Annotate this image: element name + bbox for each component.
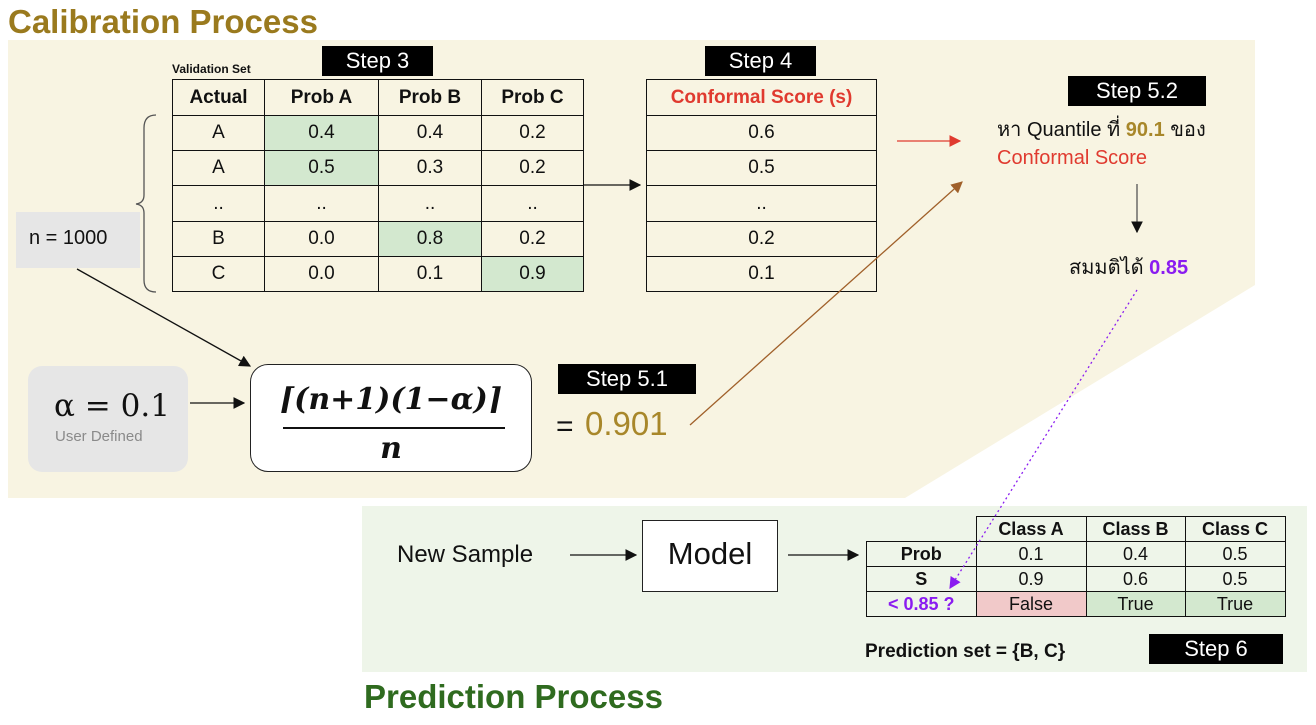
table-cell: .. [172, 185, 265, 222]
table-header [866, 516, 977, 542]
n-label-box [16, 212, 140, 268]
table-cell: True [1184, 591, 1286, 617]
formula-numerator: ⌈(n+1)(1−α)⌉ [279, 382, 503, 417]
table-header: Class B [1085, 516, 1186, 542]
alpha-value: α = 0.1 [54, 388, 170, 424]
quantile-text: หา Quantile ที่ 90.1 ของ Conformal Score [997, 116, 1206, 172]
table-row: A 0.5 0.3 0.2 [172, 150, 584, 186]
validation-set-label: Validation Set [172, 62, 251, 76]
table-header: Prob A [264, 79, 379, 116]
table-row: B 0.0 0.8 0.2 [172, 221, 584, 257]
table-cell: 0.1 [378, 256, 482, 292]
step6-label: Step 6 [1149, 634, 1283, 664]
table-cell: False [975, 591, 1087, 617]
calibration-title: Calibration Process [8, 3, 318, 40]
table-row-header: < 0.85 ? [866, 591, 977, 617]
table-cell: B [172, 221, 265, 257]
table-cell: 0.3 [378, 150, 482, 186]
model-label: Model [667, 536, 753, 571]
table-cell: 0.9 [975, 566, 1087, 592]
table-cell: True [1085, 591, 1186, 617]
table-cell: 0.1 [646, 256, 877, 292]
quantile-number: 90.1 [1125, 119, 1165, 141]
table-header: Conformal Score (s) [646, 79, 877, 116]
table-cell: .. [481, 185, 584, 222]
table-cell: 0.6 [1085, 566, 1186, 592]
prediction-table: Class A Class B Class C Prob 0.1 0.4 0.5… [866, 516, 1286, 617]
table-row-header: S [866, 566, 977, 592]
prediction-set-label: Prediction set = {B, C} [865, 641, 1066, 662]
table-row: C 0.0 0.1 0.9 [172, 256, 584, 292]
table-cell: C [172, 256, 265, 292]
assume-label: สมมติได้ [1069, 257, 1150, 279]
table-row: 0.2 [646, 221, 877, 257]
table-row: 0.6 [646, 115, 877, 151]
table-header-row: Class A Class B Class C [866, 516, 1286, 542]
assume-value: 0.85 [1149, 257, 1189, 279]
validation-table: Actual Prob A Prob B Prob C A 0.4 0.4 0.… [172, 79, 584, 292]
prediction-title: Prediction Process [364, 678, 663, 715]
table-cell: 0.5 [264, 150, 379, 186]
table-cell: 0.2 [481, 115, 584, 151]
table-cell: .. [378, 185, 482, 222]
conformal-score-table: Conformal Score (s) 0.6 0.5 .. 0.2 0.1 [646, 79, 877, 292]
formula-box [250, 364, 532, 472]
table-cell: 0.2 [481, 150, 584, 186]
table-cell: 0.5 [646, 150, 877, 186]
table-row: Prob 0.1 0.4 0.5 [866, 541, 1286, 567]
table-row: 0.5 [646, 150, 877, 186]
table-cell: A [172, 115, 265, 151]
table-row: < 0.85 ? False True True [866, 591, 1286, 617]
table-cell: 0.4 [264, 115, 379, 151]
step3-label: Step 3 [322, 46, 433, 76]
alpha-caption: User Defined [55, 428, 143, 445]
new-sample-label: New Sample [397, 541, 534, 568]
result-value: 0.901 [585, 405, 668, 442]
assume-text: สมมติได้ 0.85 [1069, 251, 1188, 283]
table-cell: 0.6 [646, 115, 877, 151]
table-cell: 0.4 [378, 115, 482, 151]
quantile-text-a: หา Quantile ที่ [997, 119, 1126, 141]
table-cell: 0.8 [378, 221, 482, 257]
formula-denominator: n [380, 431, 402, 466]
table-cell: 0.5 [1184, 541, 1286, 567]
table-cell: 0.0 [264, 221, 379, 257]
table-cell: 0.5 [1184, 566, 1286, 592]
formula-fraction-line [283, 427, 505, 429]
table-header: Actual [172, 79, 265, 116]
table-row: 0.1 [646, 256, 877, 292]
quantile-text-b: ของ [1164, 119, 1206, 141]
table-header-row: Actual Prob A Prob B Prob C [172, 79, 584, 116]
table-row: S 0.9 0.6 0.5 [866, 566, 1286, 592]
model-box [642, 520, 778, 592]
table-row-header: Prob [866, 541, 977, 567]
table-row: .. [646, 185, 877, 222]
step4-label: Step 4 [705, 46, 816, 76]
step52-label: Step 5.2 [1068, 76, 1206, 106]
table-header: Class A [975, 516, 1087, 542]
table-header: Class C [1184, 516, 1286, 542]
table-cell: .. [264, 185, 379, 222]
table-cell: A [172, 150, 265, 186]
table-cell: 0.2 [481, 221, 584, 257]
table-row: A 0.4 0.4 0.2 [172, 115, 584, 151]
n-label: n = 1000 [29, 227, 108, 249]
alpha-box [28, 366, 188, 472]
table-cell: 0.0 [264, 256, 379, 292]
table-header: Prob B [378, 79, 482, 116]
step51-label: Step 5.1 [558, 364, 696, 394]
quantile-score-label: Conformal Score [997, 147, 1148, 169]
table-cell: 0.9 [481, 256, 584, 292]
table-header: Prob C [481, 79, 584, 116]
table-cell: 0.2 [646, 221, 877, 257]
table-cell: 0.4 [1085, 541, 1186, 567]
table-row: .. .. .. .. [172, 185, 584, 222]
table-cell: 0.1 [975, 541, 1087, 567]
table-header-row: Conformal Score (s) [646, 79, 877, 116]
result-equals: = [556, 410, 574, 443]
table-cell: .. [646, 185, 877, 222]
